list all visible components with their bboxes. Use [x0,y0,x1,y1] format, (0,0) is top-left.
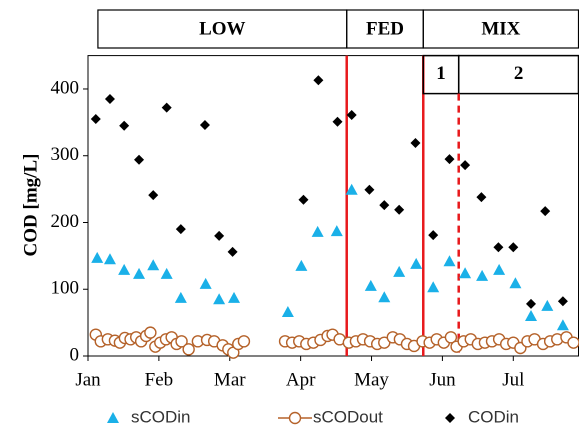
diamond-marker [526,298,537,309]
triangle-marker [281,305,294,317]
legend-marker [445,413,455,423]
subregion-label: 2 [514,63,524,84]
triangle-marker [476,269,489,281]
triangle-marker [345,183,358,195]
triangle-marker [410,257,423,269]
x-tick-label: May [354,369,389,390]
triangle-marker [378,291,391,303]
diamond-marker [161,102,172,113]
circle-marker [567,336,579,349]
triangle-marker [443,255,456,267]
y-tick-label: 300 [51,144,80,165]
diamond-marker [428,230,439,241]
triangle-marker [213,293,226,305]
y-tick-label: 0 [70,344,80,365]
triangle-marker [91,251,104,263]
x-tick-label: Jun [429,369,456,390]
diamond-marker [332,116,343,127]
diamond-marker [298,194,309,205]
diamond-marker [134,154,145,165]
diamond-marker [379,200,390,211]
diamond-marker [214,230,225,241]
diamond-marker [175,224,186,235]
diamond-marker [199,120,210,131]
diamond-marker [313,75,324,86]
diamond-marker [476,192,487,203]
circle-marker [175,335,188,348]
triangle-marker [459,267,472,279]
diamond-marker [394,204,405,215]
diamond-marker [119,120,130,131]
y-tick-label: 100 [51,278,80,299]
y-axis-label: COD [mg/L] [20,154,41,257]
triangle-marker [199,277,212,289]
circle-marker [237,335,251,348]
legend-label: sCODout [313,407,383,426]
x-tick-label: Jul [502,369,524,390]
triangle-marker [393,265,406,277]
legend-marker [288,411,302,425]
diamond-marker [104,93,115,104]
plot-frame [87,55,579,357]
diamond-marker [540,206,551,217]
diamond-marker [460,160,471,171]
triangle-marker [541,299,554,311]
diamond-marker [346,110,357,121]
diamond-marker [410,138,421,149]
circle-marker [182,343,195,356]
triangle-marker [133,267,146,279]
triangle-marker [493,263,506,275]
y-tick-label: 400 [51,77,80,98]
triangle-marker [228,291,241,303]
diamond-marker [557,296,568,307]
region-label: MIX [481,18,520,39]
circle-marker [444,331,458,344]
diamond-marker [444,154,455,165]
triangle-marker [364,279,377,291]
diamond-marker [90,114,101,125]
triangle-marker [118,263,131,275]
diamond-marker [148,190,159,201]
region-label: FED [366,18,404,39]
region-label: LOW [199,18,245,39]
triangle-marker [427,281,440,293]
triangle-marker [174,291,187,303]
triangle-marker [311,225,324,237]
diamond-marker [508,242,519,253]
triangle-marker [525,309,538,321]
x-tick-label: Apr [286,369,316,390]
diamond-marker [493,242,504,253]
x-tick-label: Mar [214,369,246,390]
diamond-marker [227,246,238,257]
x-tick-label: Feb [145,369,174,390]
triangle-marker [160,267,173,279]
triangle-marker [103,253,116,265]
legend-label: sCODin [131,407,191,426]
y-tick-label: 200 [51,211,80,232]
subregion-label: 1 [436,63,446,84]
triangle-marker [509,277,522,289]
triangle-marker [330,225,343,237]
triangle-marker [295,259,308,271]
triangle-marker [147,259,160,271]
diamond-marker [364,184,375,195]
x-tick-label: Jan [75,369,101,390]
triangle-marker [556,319,569,331]
legend-label: CODin [468,407,519,426]
legend-marker [107,412,119,423]
circle-marker [144,326,157,339]
